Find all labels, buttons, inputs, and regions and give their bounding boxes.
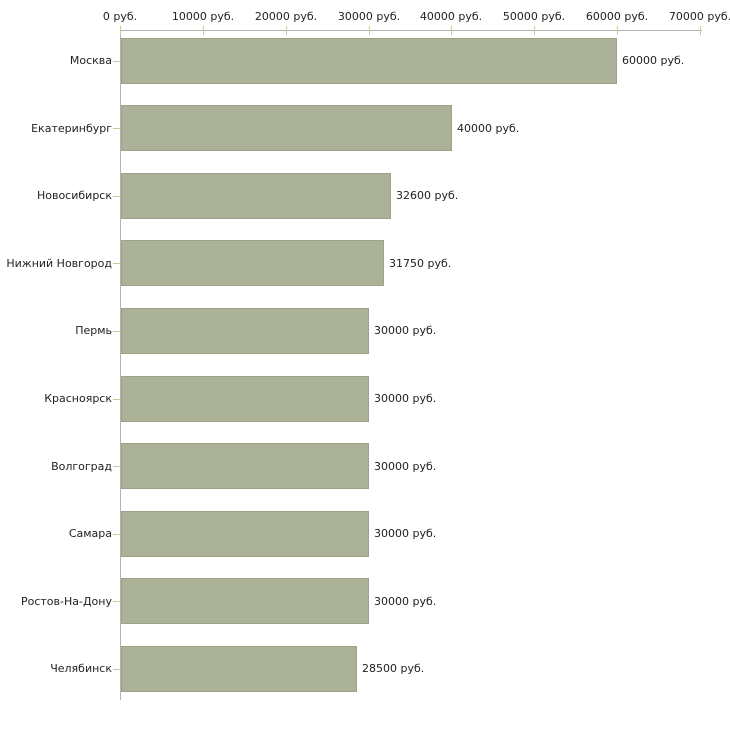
value-label: 40000 руб. [457, 122, 520, 135]
category-tick-mark [113, 534, 120, 535]
category-label: Пермь [75, 324, 112, 337]
x-tick-label: 0 руб. [102, 10, 138, 23]
bar [121, 105, 452, 151]
x-tick-mark [534, 26, 535, 35]
x-tick-label: 50000 руб. [502, 10, 566, 23]
category-label: Волгоград [51, 460, 112, 473]
value-label: 30000 руб. [374, 460, 437, 473]
x-tick-label: 20000 руб. [254, 10, 318, 23]
x-tick-label: 30000 руб. [337, 10, 401, 23]
x-tick-mark [369, 26, 370, 35]
x-tick-label: 60000 руб. [585, 10, 649, 23]
x-tick-mark [700, 26, 701, 35]
category-tick-mark [113, 331, 120, 332]
x-tick-label: 40000 руб. [419, 10, 483, 23]
value-label: 31750 руб. [389, 257, 452, 270]
category-label: Ростов-На-Дону [20, 595, 112, 608]
x-tick-mark [120, 26, 121, 35]
bar [121, 240, 384, 286]
category-tick-mark [113, 669, 120, 670]
x-tick-label: 10000 руб. [171, 10, 235, 23]
category-tick-mark [113, 399, 120, 400]
bar [121, 376, 369, 422]
value-label: 60000 руб. [622, 54, 685, 67]
value-label: 32600 руб. [396, 189, 459, 202]
category-label: Москва [69, 54, 112, 67]
value-label: 30000 руб. [374, 392, 437, 405]
category-tick-mark [113, 466, 120, 467]
value-label: 28500 руб. [362, 662, 425, 675]
bar [121, 443, 369, 489]
bar [121, 578, 369, 624]
bar [121, 173, 391, 219]
x-tick-mark [617, 26, 618, 35]
x-tick-mark [451, 26, 452, 35]
category-tick-mark [113, 61, 120, 62]
x-tick-mark [203, 26, 204, 35]
category-label: Нижний Новгород [6, 257, 112, 270]
category-label: Самара [68, 527, 112, 540]
value-label: 30000 руб. [374, 324, 437, 337]
bar [121, 511, 369, 557]
value-label: 30000 руб. [374, 595, 437, 608]
category-tick-mark [113, 263, 120, 264]
bar [121, 646, 357, 692]
value-label: 30000 руб. [374, 527, 437, 540]
category-label: Челябинск [50, 662, 112, 675]
category-label: Екатеринбург [31, 122, 112, 135]
x-tick-label: 70000 руб. [668, 10, 730, 23]
bar [121, 308, 369, 354]
y-axis-line [120, 30, 121, 700]
category-tick-mark [113, 128, 120, 129]
x-axis-line [120, 30, 702, 31]
bar [121, 38, 617, 84]
category-label: Новосибирск [36, 189, 112, 202]
category-tick-mark [113, 196, 120, 197]
x-tick-mark [286, 26, 287, 35]
category-label: Красноярск [44, 392, 112, 405]
category-tick-mark [113, 601, 120, 602]
